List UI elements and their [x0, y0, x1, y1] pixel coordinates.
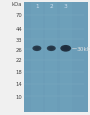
- Ellipse shape: [64, 47, 68, 50]
- Ellipse shape: [60, 46, 71, 52]
- Text: 44: 44: [15, 27, 22, 32]
- Text: 2: 2: [49, 4, 53, 9]
- Text: 1: 1: [35, 4, 39, 9]
- Text: 26: 26: [15, 47, 22, 53]
- Ellipse shape: [47, 46, 56, 52]
- Text: 70: 70: [15, 13, 22, 18]
- Text: 10: 10: [15, 94, 22, 99]
- Bar: [45, 3, 57, 112]
- Ellipse shape: [34, 47, 40, 51]
- Text: kDa: kDa: [12, 2, 22, 7]
- Ellipse shape: [62, 47, 69, 51]
- Text: 22: 22: [15, 58, 22, 63]
- Bar: [60, 3, 72, 112]
- Text: 3: 3: [64, 4, 68, 9]
- Text: 30kDa: 30kDa: [76, 46, 90, 51]
- Bar: [24, 3, 88, 112]
- Ellipse shape: [48, 47, 54, 51]
- Bar: [31, 3, 43, 112]
- Ellipse shape: [35, 48, 39, 50]
- Text: 18: 18: [15, 69, 22, 74]
- Ellipse shape: [50, 48, 53, 50]
- Text: 14: 14: [15, 81, 22, 86]
- Text: 33: 33: [16, 37, 22, 42]
- Ellipse shape: [32, 46, 41, 52]
